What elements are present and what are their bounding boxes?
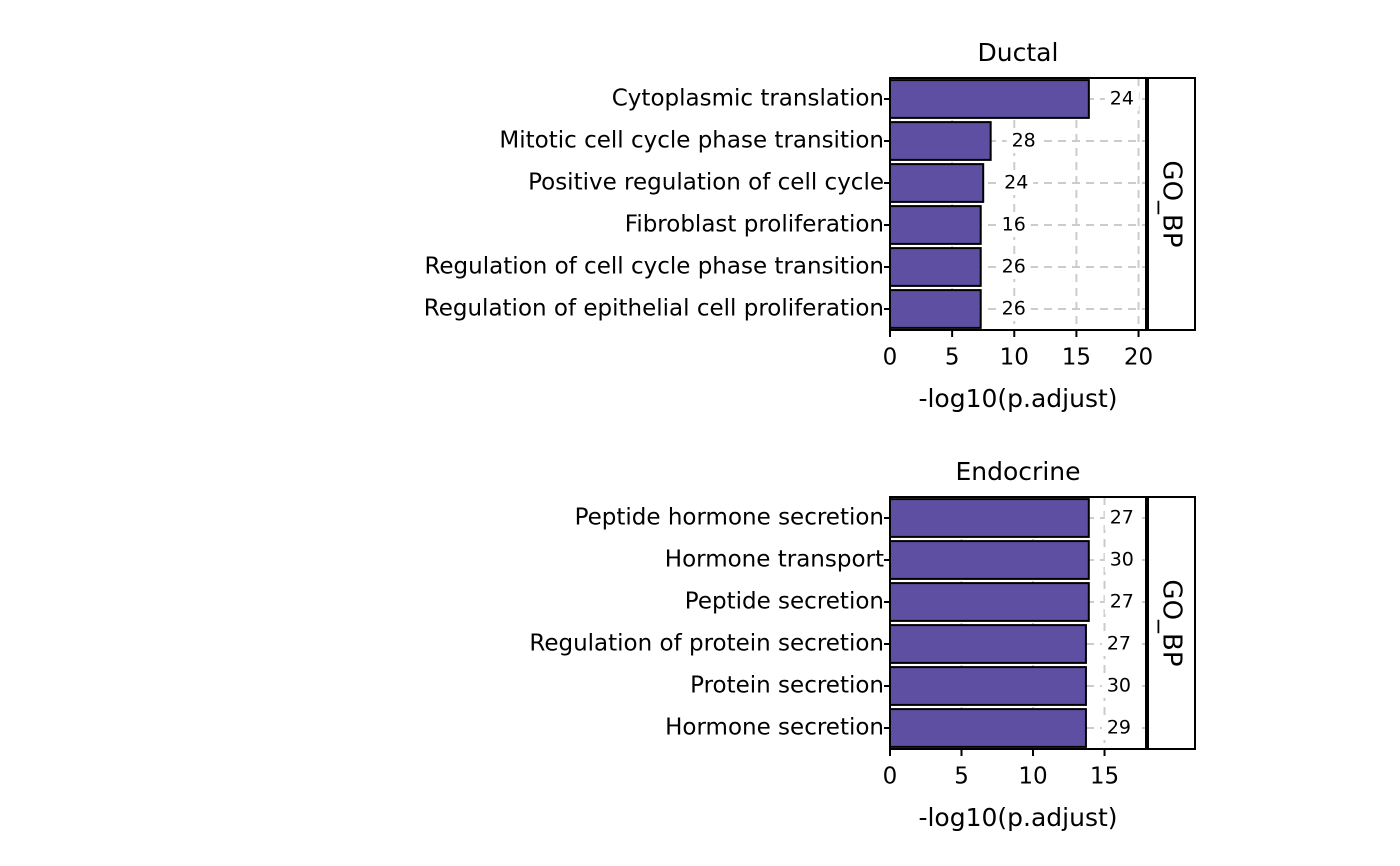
count-label: 27 [1107,633,1131,655]
y-tick-label: Mitotic cell cycle phase transition [499,128,884,154]
y-tick-label: Cytoplasmic translation [612,86,884,112]
x-axis-label: -log10(p.adjust) [918,384,1117,413]
bar [889,624,1087,664]
y-tick-label: Peptide secretion [685,589,884,615]
y-tick-label: Positive regulation of cell cycle [528,170,884,196]
bar [889,121,992,161]
count-label: 26 [1002,256,1026,278]
bar [889,163,985,203]
bar [889,79,1090,119]
chart-title: Endocrine [956,457,1081,486]
bar [889,582,1090,622]
count-label-bg [1104,506,1139,530]
chart-title: Ductal [978,38,1059,67]
bar [889,540,1090,580]
y-tick-label: Protein secretion [690,673,884,699]
count-label: 24 [1004,172,1028,194]
count-label: 28 [1012,130,1036,152]
y-tick-label: Peptide hormone secretion [575,505,884,531]
bar [889,708,1087,748]
strip-label: GO_BP [1157,160,1187,247]
y-tick-label: Regulation of epithelial cell proliferat… [424,296,884,322]
x-tick-label: 10 [1000,345,1029,371]
count-label: 30 [1110,549,1134,571]
count-label-bg [1104,548,1139,572]
count-label-bg [1101,674,1136,698]
count-label-bg [1101,632,1136,656]
x-tick-label: 0 [883,764,898,790]
count-label: 24 [1110,88,1134,110]
x-tick-label: 10 [1018,764,1047,790]
y-tick-label: Regulation of cell cycle phase transitio… [424,254,884,280]
count-label-bg [1104,87,1139,111]
count-label-bg [996,213,1031,237]
count-label-bg [1006,129,1041,153]
count-label: 30 [1107,675,1131,697]
x-tick-label: 15 [1090,764,1119,790]
bar [889,666,1087,706]
bar [889,205,982,245]
count-label-bg [999,171,1034,195]
x-tick-label: 5 [954,764,969,790]
x-axis-label: -log10(p.adjust) [918,803,1117,832]
bar [889,289,982,329]
count-label: 26 [1002,298,1026,320]
count-label: 29 [1107,717,1131,739]
count-label-bg [1101,716,1136,740]
x-tick-label: 5 [945,345,960,371]
count-label-bg [996,297,1031,321]
bar [889,498,1090,538]
x-tick-label: 20 [1124,345,1153,371]
count-label: 27 [1110,507,1134,529]
y-tick-label: Fibroblast proliferation [625,212,884,238]
x-tick-label: 0 [883,345,898,371]
count-label: 27 [1110,591,1134,613]
bar [889,247,982,287]
strip [1147,496,1196,750]
y-tick-label: Hormone transport [665,547,884,573]
strip [1147,77,1196,331]
count-label-bg [996,255,1031,279]
count-label: 16 [1002,214,1026,236]
strip-label: GO_BP [1157,579,1187,666]
y-tick-label: Regulation of protein secretion [529,631,884,657]
y-tick-label: Hormone secretion [665,715,884,741]
count-label-bg [1104,590,1139,614]
x-tick-label: 15 [1062,345,1091,371]
